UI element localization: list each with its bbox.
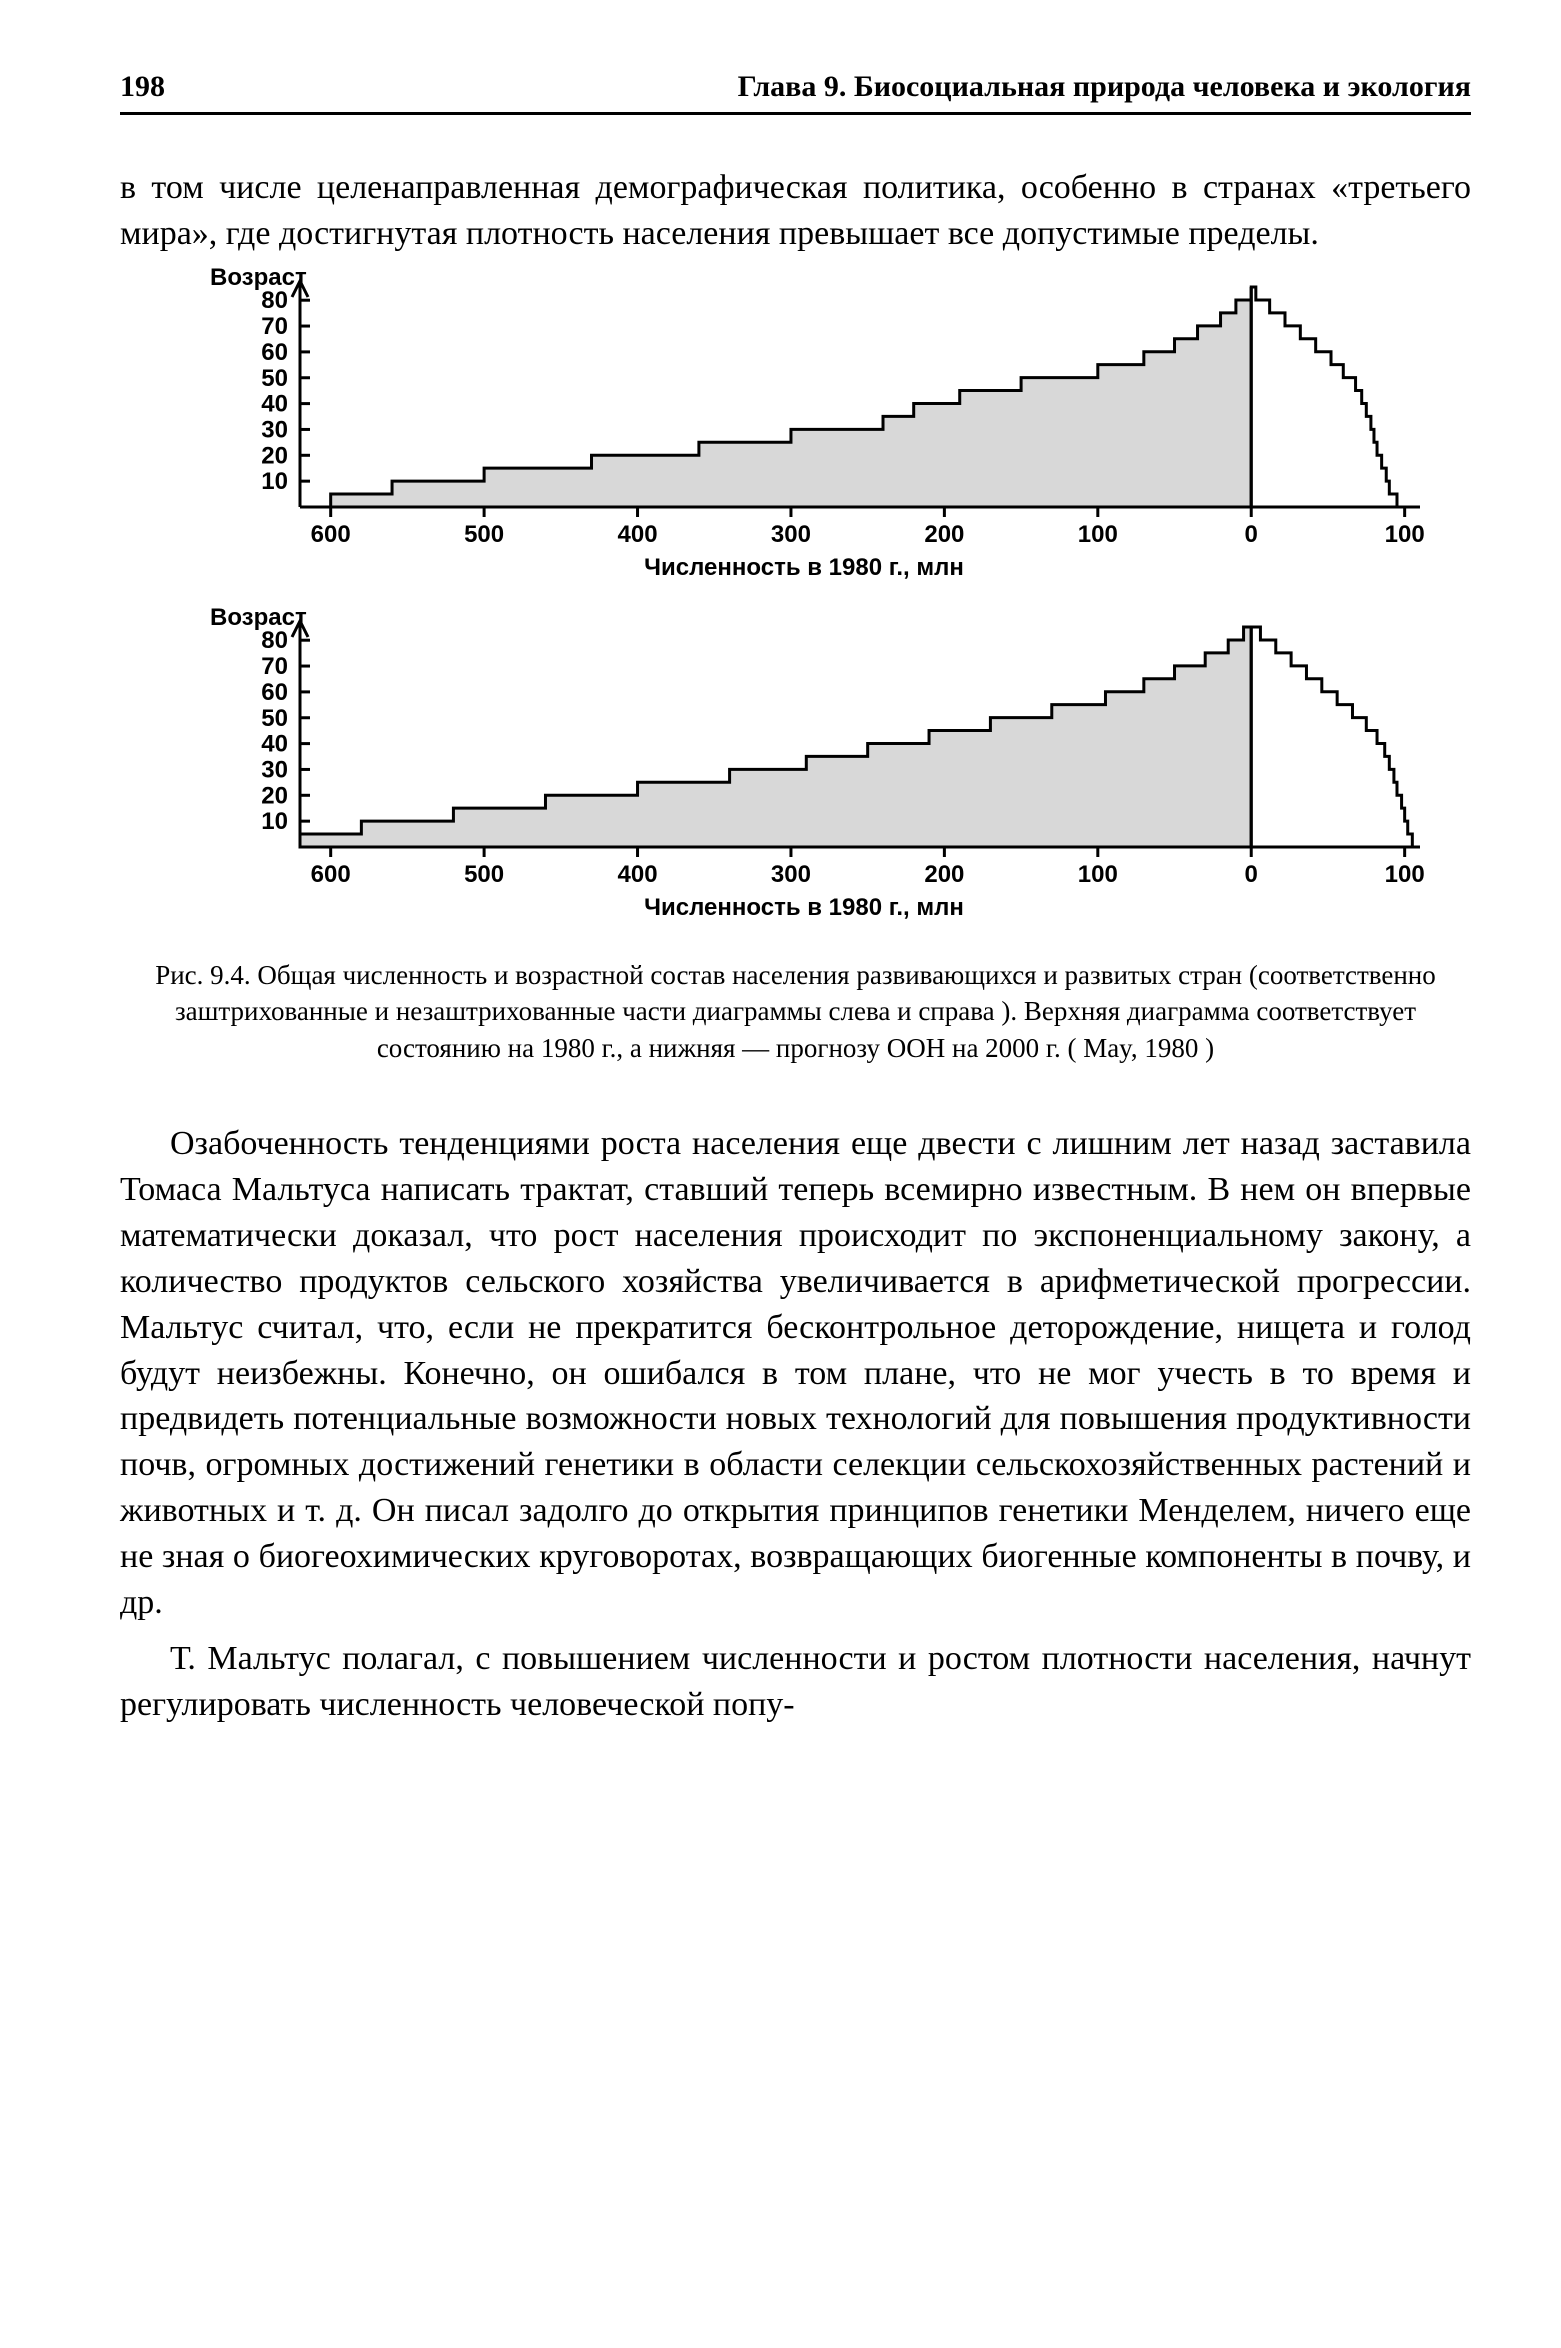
svg-text:200: 200 bbox=[924, 521, 964, 548]
paragraph-3: Т. Мальтус полагал, с повышением численн… bbox=[120, 1636, 1471, 1728]
svg-text:500: 500 bbox=[464, 861, 504, 888]
figure-caption: Рис. 9.4. Общая численность и возрастной… bbox=[140, 957, 1451, 1066]
svg-text:400: 400 bbox=[618, 861, 658, 888]
pyramid-top: 1020304050607080Возраст 600 500 400 300 200 10… bbox=[120, 267, 1471, 587]
svg-text:30: 30 bbox=[261, 416, 288, 443]
svg-text:300: 300 bbox=[771, 521, 811, 548]
svg-text:20: 20 bbox=[261, 782, 288, 809]
svg-text:50: 50 bbox=[261, 705, 288, 732]
svg-text:0: 0 bbox=[1245, 521, 1258, 548]
svg-text:80: 80 bbox=[261, 287, 288, 314]
svg-text:70: 70 bbox=[261, 313, 288, 340]
paragraph-1: в том числе целенаправленная демографиче… bbox=[120, 165, 1471, 257]
figure-9-4: 1020304050607080Возраст60050040030020010… bbox=[120, 267, 1471, 927]
svg-text:200: 200 bbox=[924, 861, 964, 888]
svg-text:500: 500 bbox=[464, 521, 504, 548]
svg-text:100: 100 bbox=[1385, 861, 1425, 888]
svg-text:300: 300 bbox=[771, 861, 811, 888]
svg-text:80: 80 bbox=[261, 627, 288, 654]
pyramid-bottom-svg: 1020304050607080Возраст 600 500 400 300 200 10… bbox=[120, 607, 1460, 927]
svg-text:Возраст: Возраст bbox=[210, 267, 307, 291]
svg-text:600: 600 bbox=[311, 861, 351, 888]
page-number: 198 bbox=[120, 70, 165, 104]
svg-text:600: 600 bbox=[311, 521, 351, 548]
chapter-title: Глава 9. Биосоциальная природа человека … bbox=[738, 70, 1471, 104]
svg-text:20: 20 bbox=[261, 442, 288, 469]
svg-text:100: 100 bbox=[1078, 521, 1118, 548]
svg-text:60: 60 bbox=[261, 339, 288, 366]
pyramid-bottom: 1020304050607080Возраст 600 500 400 300 200 10… bbox=[120, 607, 1471, 927]
svg-text:Численность в 1980 г., млн: Численность в 1980 г., млн bbox=[644, 894, 964, 921]
svg-text:400: 400 bbox=[618, 521, 658, 548]
svg-text:60: 60 bbox=[261, 679, 288, 706]
svg-text:0: 0 bbox=[1245, 861, 1258, 888]
svg-text:Численность в 1980 г., млн: Численность в 1980 г., млн bbox=[644, 554, 964, 581]
svg-text:Возраст: Возраст bbox=[210, 607, 307, 631]
svg-text:50: 50 bbox=[261, 365, 288, 392]
svg-text:30: 30 bbox=[261, 756, 288, 783]
svg-text:40: 40 bbox=[261, 730, 288, 757]
pyramid-top-svg: 1020304050607080Возраст 600 500 400 300 200 10… bbox=[120, 267, 1460, 587]
svg-text:10: 10 bbox=[261, 808, 288, 835]
svg-text:100: 100 bbox=[1385, 521, 1425, 548]
svg-text:100: 100 bbox=[1078, 861, 1118, 888]
paragraph-2: Озабоченность тенденциями роста населени… bbox=[120, 1121, 1471, 1626]
page-header: 198 Глава 9. Биосоциальная природа челов… bbox=[120, 70, 1471, 115]
svg-text:70: 70 bbox=[261, 653, 288, 680]
svg-text:10: 10 bbox=[261, 468, 288, 495]
svg-text:40: 40 bbox=[261, 390, 288, 417]
